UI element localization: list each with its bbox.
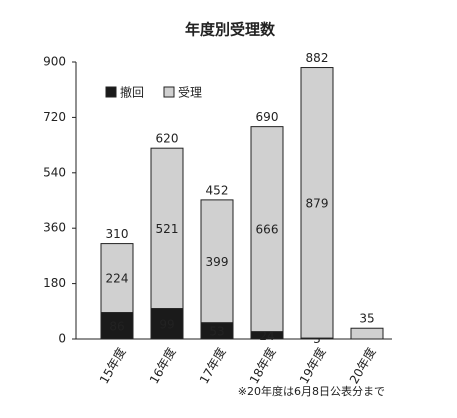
value-label: 53 — [209, 324, 224, 338]
bar-segment — [100, 312, 134, 340]
value-label: 521 — [156, 222, 179, 236]
bar-segment — [250, 126, 284, 333]
x-tick-label: 20年度 — [346, 345, 379, 387]
value-label: 399 — [206, 255, 229, 269]
x-tick-label: 19年度 — [296, 345, 329, 387]
value-label: 666 — [256, 223, 279, 237]
value-label: 99 — [159, 317, 174, 331]
legend-label: 受理 — [178, 86, 202, 100]
y-tick-label: 540 — [43, 165, 66, 179]
x-tick-label: 16年度 — [146, 345, 179, 387]
bar-segment — [200, 199, 234, 324]
legend-label: 撤回 — [120, 85, 144, 100]
x-tick-label: 15年度 — [96, 345, 129, 387]
bar-segment — [300, 67, 334, 339]
bar-segment — [350, 327, 384, 340]
value-label: 3 — [313, 332, 321, 346]
total-label: 35 — [359, 312, 374, 326]
value-label: 86 — [109, 319, 124, 333]
total-label: 310 — [106, 227, 129, 241]
legend-swatch — [105, 86, 117, 98]
total-label: 882 — [306, 51, 329, 65]
value-label: 879 — [306, 196, 329, 210]
bar-segment — [150, 147, 184, 310]
value-label: 224 — [106, 272, 129, 286]
x-tick-label: 18年度 — [246, 345, 279, 387]
total-label: 452 — [206, 183, 229, 197]
x-tick-label: 17年度 — [196, 345, 229, 387]
annotation: ※20年度は6月8日公表分まで — [238, 384, 385, 398]
chart-title: 年度別受理数 — [185, 21, 276, 39]
y-tick-label: 720 — [43, 110, 66, 124]
total-label: 690 — [256, 110, 279, 124]
legend-swatch — [163, 86, 175, 98]
total-label: 620 — [156, 132, 179, 146]
bar-segment — [150, 308, 184, 340]
y-tick-label: 360 — [43, 221, 66, 235]
value-label: 24 — [259, 329, 274, 343]
y-tick-label: 900 — [43, 55, 66, 69]
y-tick-label: 0 — [58, 332, 66, 346]
bar-segment — [100, 243, 134, 314]
y-tick-label: 180 — [43, 276, 66, 290]
